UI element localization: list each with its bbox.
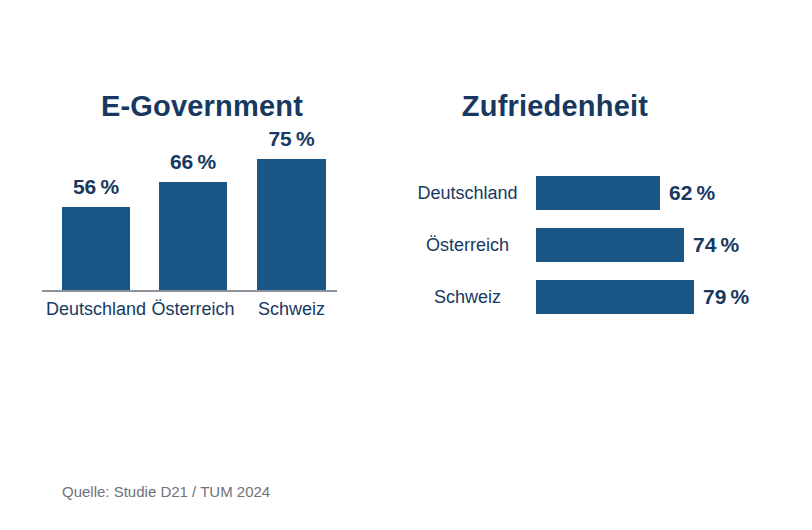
- bar-oesterreich: [159, 182, 227, 291]
- category-label-schweiz: Schweiz: [232, 297, 352, 321]
- infographic-canvas: E-Government 56 % Deutschland 66 % Österrei…: [0, 0, 812, 530]
- bar-schweiz: [536, 280, 694, 314]
- bar-oesterreich: [536, 228, 684, 262]
- category-label-oesterreich: Österreich: [390, 228, 545, 262]
- bar-deutschland: [536, 176, 660, 210]
- x-axis-line: [42, 290, 337, 292]
- bar-value-oesterreich: 66 %: [133, 151, 253, 173]
- zufriedenheit-chart-title: Zufriedenheit: [395, 90, 715, 122]
- bar-value-schweiz: 75 %: [231, 128, 352, 150]
- egovernment-chart-title: E-Government: [42, 90, 362, 122]
- source-note: Quelle: Studie D21 / TUM 2024: [62, 482, 270, 502]
- bar-deutschland: [62, 207, 130, 291]
- bar-schweiz: [257, 159, 326, 291]
- bar-value-schweiz: 79 %: [703, 280, 749, 314]
- category-label-deutschland: Deutschland: [390, 176, 545, 210]
- category-label-schweiz: Schweiz: [390, 280, 545, 314]
- bar-value-deutschland: 62 %: [669, 176, 715, 210]
- bar-value-oesterreich: 74 %: [693, 228, 739, 262]
- bar-value-deutschland: 56 %: [36, 176, 156, 198]
